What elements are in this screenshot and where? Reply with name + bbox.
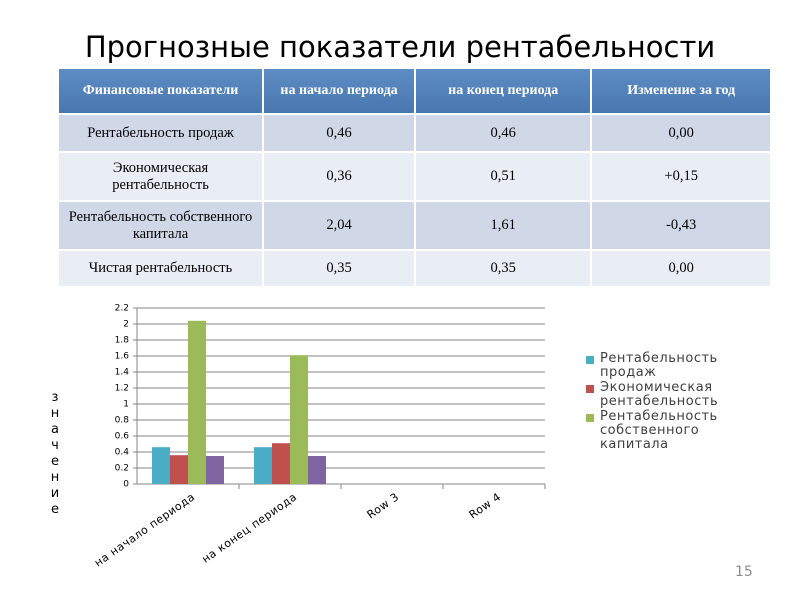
table-cell: 0,00	[590, 113, 772, 153]
y-tick-label: 1.4	[115, 368, 130, 378]
table-cell: 0,35	[262, 249, 417, 288]
legend-swatch	[586, 414, 594, 422]
header-row: Финансовые показатели на начало периода на…	[56, 67, 772, 115]
legend-entry: Рентабельность собственного капитала	[586, 410, 746, 452]
table-cell: -0,43	[590, 200, 772, 251]
table-cell: 0,51	[414, 151, 593, 202]
legend-label: Рентабельность продаж	[600, 351, 718, 380]
legend-label: Экономическая рентабельность	[600, 380, 719, 409]
table-cell: 0,35	[414, 249, 593, 288]
x-tick-label: на конец периода	[199, 490, 299, 565]
table-cell: 1,61	[414, 200, 593, 251]
y-tick-label: 1.6	[115, 352, 130, 362]
table-cell: 0,46	[262, 113, 417, 153]
page-number: 15	[735, 564, 753, 580]
y-tick-label: 1.8	[115, 336, 130, 346]
y-tick-label: 0.4	[115, 448, 130, 458]
table-row: Рентабельность собственного капитала 2,04…	[56, 200, 772, 251]
bar	[254, 447, 272, 484]
y-tick-label: 0.6	[115, 432, 130, 442]
bar	[290, 355, 308, 484]
legend-swatch	[586, 356, 594, 364]
table-cell: Рентабельность продаж	[56, 113, 265, 153]
table-row: Чистая рентабельность 0,35 0,35 0,00	[56, 249, 772, 288]
bar	[170, 455, 188, 484]
y-tick-label: 1	[123, 400, 129, 410]
y-tick-label: 2.2	[115, 304, 129, 314]
x-tick-label: Row 3	[365, 490, 402, 521]
bar	[206, 456, 224, 484]
header-cell: на конец периода	[414, 67, 593, 115]
legend-entry: Рентабельность продаж	[586, 352, 746, 380]
bar	[308, 456, 326, 484]
y-tick-label: 1.2	[115, 384, 129, 394]
table: Финансовые показатели на начало периода на…	[56, 67, 772, 288]
table-cell: 0,00	[590, 249, 772, 288]
legend-swatch	[586, 385, 594, 393]
legend-entry: Экономическая рентабельность	[586, 381, 746, 409]
bar	[152, 447, 170, 484]
table-cell: Чистая рентабельность	[56, 249, 265, 288]
y-tick-label: 0	[123, 480, 129, 490]
y-tick-label: 0.2	[115, 464, 129, 474]
y-tick-label: 0.8	[115, 416, 130, 426]
table-cell: +0,15	[590, 151, 772, 202]
x-tick-label: Row 4	[467, 490, 504, 521]
x-tick-label: на начало периода	[92, 490, 197, 569]
legend: Рентабельность продаж Экономическая рента…	[586, 352, 746, 453]
header-cell: Финансовые показатели	[56, 67, 265, 115]
slide-title: Прогнозные показатели рентабельности	[84, 30, 716, 64]
header-cell: на начало периода	[262, 67, 417, 115]
table-cell: Экономическая рентабельность	[56, 151, 265, 202]
bar	[188, 320, 206, 484]
bar	[272, 443, 290, 484]
table-cell: Рентабельность собственного капитала	[56, 200, 265, 251]
table-cell: 2,04	[262, 200, 417, 251]
table-cell: 0,36	[262, 151, 417, 202]
y-tick-label: 2	[123, 320, 129, 330]
table-cell: 0,46	[414, 113, 593, 153]
y-axis-label: значение	[48, 390, 63, 518]
header-cell: Изменение за год	[590, 67, 772, 115]
legend-label: Рентабельность собственного капитала	[600, 409, 718, 452]
table-row: Рентабельность продаж 0,46 0,46 0,00	[56, 113, 772, 153]
table-row: Экономическая рентабельность 0,36 0,51 +0,1…	[56, 151, 772, 202]
